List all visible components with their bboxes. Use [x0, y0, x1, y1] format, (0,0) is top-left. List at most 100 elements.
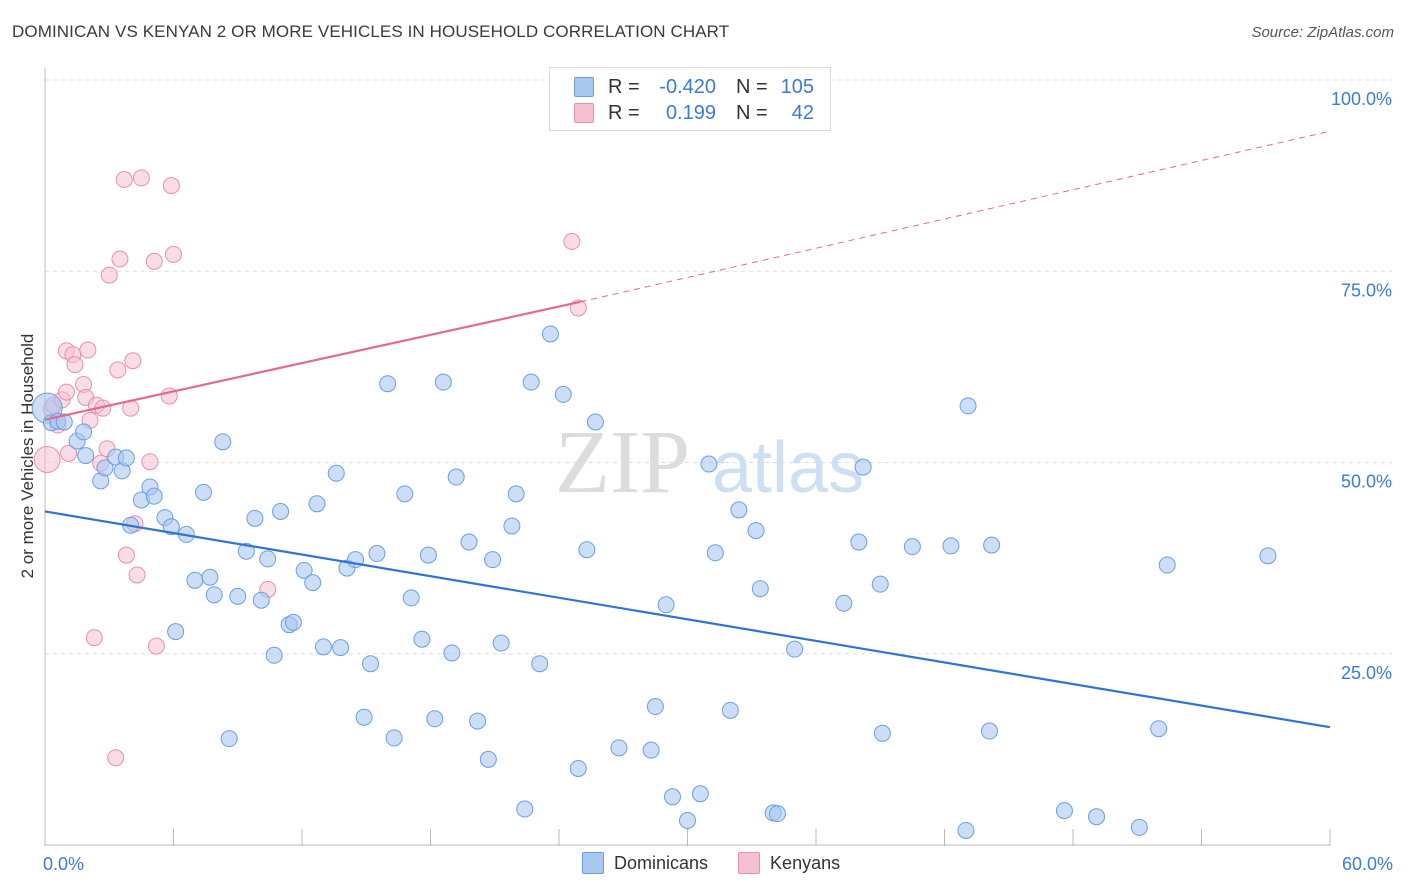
y-tick-label: 100.0%	[1331, 89, 1392, 109]
kenyan-point	[145, 252, 163, 270]
kenyan-point	[79, 341, 97, 359]
dominican-point	[194, 483, 212, 501]
dominican-point	[434, 373, 452, 391]
dominican-point	[96, 459, 114, 477]
dominican-point	[162, 518, 180, 536]
watermark-zip: ZIP	[555, 413, 690, 512]
dominican-point	[214, 433, 232, 451]
source-label: Source: ZipAtlas.com	[1251, 24, 1394, 41]
dominican-point	[265, 646, 283, 664]
dominican-point	[447, 468, 465, 486]
dominican-point	[871, 575, 889, 593]
kenyan-point	[132, 169, 150, 187]
n-value: 105	[780, 75, 814, 98]
dominican-point	[942, 537, 960, 555]
dominican-point	[983, 536, 1001, 554]
n-value: 42	[791, 101, 814, 124]
kenyan-point	[165, 245, 182, 263]
dominican-point	[721, 701, 739, 719]
dominican-point	[402, 589, 420, 607]
dominican-point	[484, 551, 502, 569]
dominican-point	[252, 591, 270, 609]
dominican-point	[679, 812, 696, 830]
chart-title: DOMINICAN VS KENYAN 2 OR MORE VEHICLES I…	[12, 22, 730, 41]
blue-swatch	[582, 852, 604, 874]
watermark-atlas: atlas	[712, 428, 864, 508]
dominican-point	[569, 760, 587, 777]
dominican-point	[531, 655, 549, 673]
dominican-point	[167, 623, 185, 641]
dominican-point	[426, 710, 444, 728]
r-value: -0.420	[659, 75, 716, 98]
dominican-point	[205, 586, 223, 604]
r-label: R =	[608, 75, 640, 98]
dominican-point	[554, 385, 572, 403]
trend-lines	[44, 130, 1331, 729]
kenyan-point	[162, 177, 180, 195]
dominican-point	[768, 805, 786, 823]
n-label: N =	[736, 75, 768, 98]
grid-layer	[45, 79, 1392, 655]
dominican-point	[850, 533, 868, 551]
dominican-point	[1150, 720, 1168, 738]
dominican-point	[691, 785, 709, 803]
kenyan-point	[60, 444, 78, 462]
dominican-point	[873, 724, 891, 742]
legend-item-kenyans[interactable]: Kenyans	[738, 852, 840, 874]
dominican-point	[117, 449, 135, 467]
dominican-point	[314, 638, 332, 656]
kenyan-point	[107, 749, 125, 767]
correlation-legend: R = -0.420 N = 105 R = 0.199 N = 42	[549, 67, 831, 131]
dominican-point	[706, 544, 724, 562]
dominicans-points	[31, 325, 1277, 839]
dominican-point	[610, 739, 628, 757]
dominican-point	[957, 821, 975, 839]
kenyan-point	[57, 383, 75, 401]
dominican-point	[362, 655, 380, 673]
y-tick-label: 25.0%	[1341, 663, 1392, 683]
kenyan-point	[117, 546, 135, 564]
y-tick-label: 75.0%	[1341, 280, 1392, 300]
kenyan-point	[85, 629, 103, 647]
dominican-point	[980, 722, 998, 740]
dominican-point	[700, 455, 718, 473]
kenyan-point	[147, 637, 165, 655]
dominican-point	[145, 487, 163, 505]
dominican-point	[246, 509, 264, 527]
legend-label: Dominicans	[614, 852, 709, 873]
kenyan-point	[141, 453, 159, 471]
dominican-point	[308, 495, 326, 513]
dominican-point	[642, 741, 660, 759]
x-tick-label: 0.0%	[43, 854, 84, 874]
dominican-point	[77, 447, 95, 465]
dominican-point	[522, 373, 540, 391]
kenyan-point	[66, 356, 84, 374]
dominican-point	[1158, 556, 1176, 574]
dominican-point	[304, 574, 322, 592]
dominican-point	[586, 413, 604, 431]
dominican-point	[237, 542, 255, 560]
series-legend: Dominicans Kenyans	[582, 852, 870, 874]
dominican-point	[657, 596, 675, 614]
kenyan-point	[124, 352, 142, 370]
tick-labels: 100.0% 75.0% 50.0% 25.0% 0.0% 60.0%	[43, 89, 1393, 874]
dominican-point	[1088, 808, 1106, 826]
dominican-point	[368, 545, 386, 563]
legend-row-kenyans: R = 0.199 N = 42	[574, 101, 814, 125]
watermark: ZIP atlas	[555, 413, 864, 512]
dominican-point	[730, 501, 748, 519]
dominican-point	[903, 538, 921, 556]
dominican-point	[664, 788, 682, 806]
legend-label: Kenyans	[770, 852, 841, 873]
kenyan-point	[100, 266, 118, 284]
kenyan-point	[563, 232, 581, 250]
legend-item-dominicans[interactable]: Dominicans	[582, 852, 708, 874]
dominican-point	[355, 708, 373, 726]
dominican-point	[646, 698, 664, 716]
pink-swatch	[738, 852, 761, 874]
n-label: N =	[736, 101, 768, 124]
dominican-point	[503, 517, 521, 535]
dominican-point	[541, 325, 559, 343]
dominican-point	[492, 634, 510, 652]
dominican-point	[229, 587, 247, 605]
